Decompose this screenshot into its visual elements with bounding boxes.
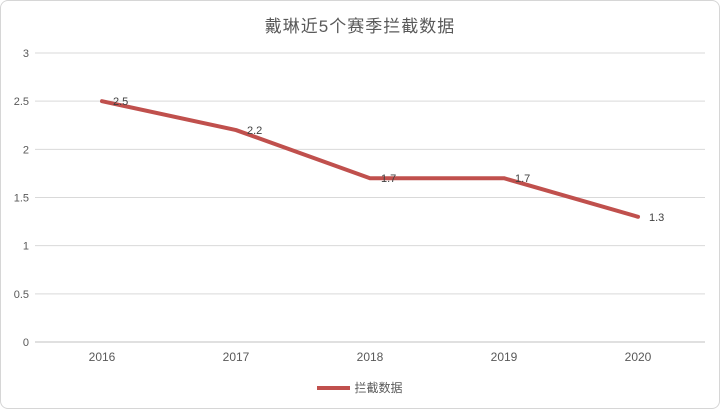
y-tick-label: 0.5 — [14, 289, 29, 301]
legend: 拦截数据 — [1, 379, 719, 396]
x-tick-label: 2017 — [223, 350, 250, 364]
x-tick-label: 2020 — [625, 350, 652, 364]
series-line — [100, 99, 640, 219]
chart-title: 戴琳近5个赛季拦截数据 — [264, 17, 456, 36]
data-point-label: 2.5 — [113, 96, 128, 108]
y-tick-label: 1 — [23, 241, 29, 253]
y-tick-label: 3 — [23, 48, 29, 60]
legend-line-swatch — [317, 385, 351, 390]
data-point-label: 1.7 — [515, 173, 530, 185]
y-tick-label: 1.5 — [14, 193, 29, 205]
x-tick-label: 2019 — [491, 350, 518, 364]
x-tick-label: 2018 — [357, 350, 384, 364]
data-point-label: 2.2 — [247, 125, 262, 137]
data-point-label: 1.3 — [649, 212, 664, 224]
data-point-label: 1.7 — [381, 173, 396, 185]
legend-label: 拦截数据 — [354, 381, 403, 395]
y-tick-label: 2 — [23, 144, 29, 156]
y-tick-label: 2.5 — [14, 96, 29, 108]
x-tick-label: 2016 — [89, 350, 116, 364]
y-tick-label: 0 — [23, 337, 29, 349]
